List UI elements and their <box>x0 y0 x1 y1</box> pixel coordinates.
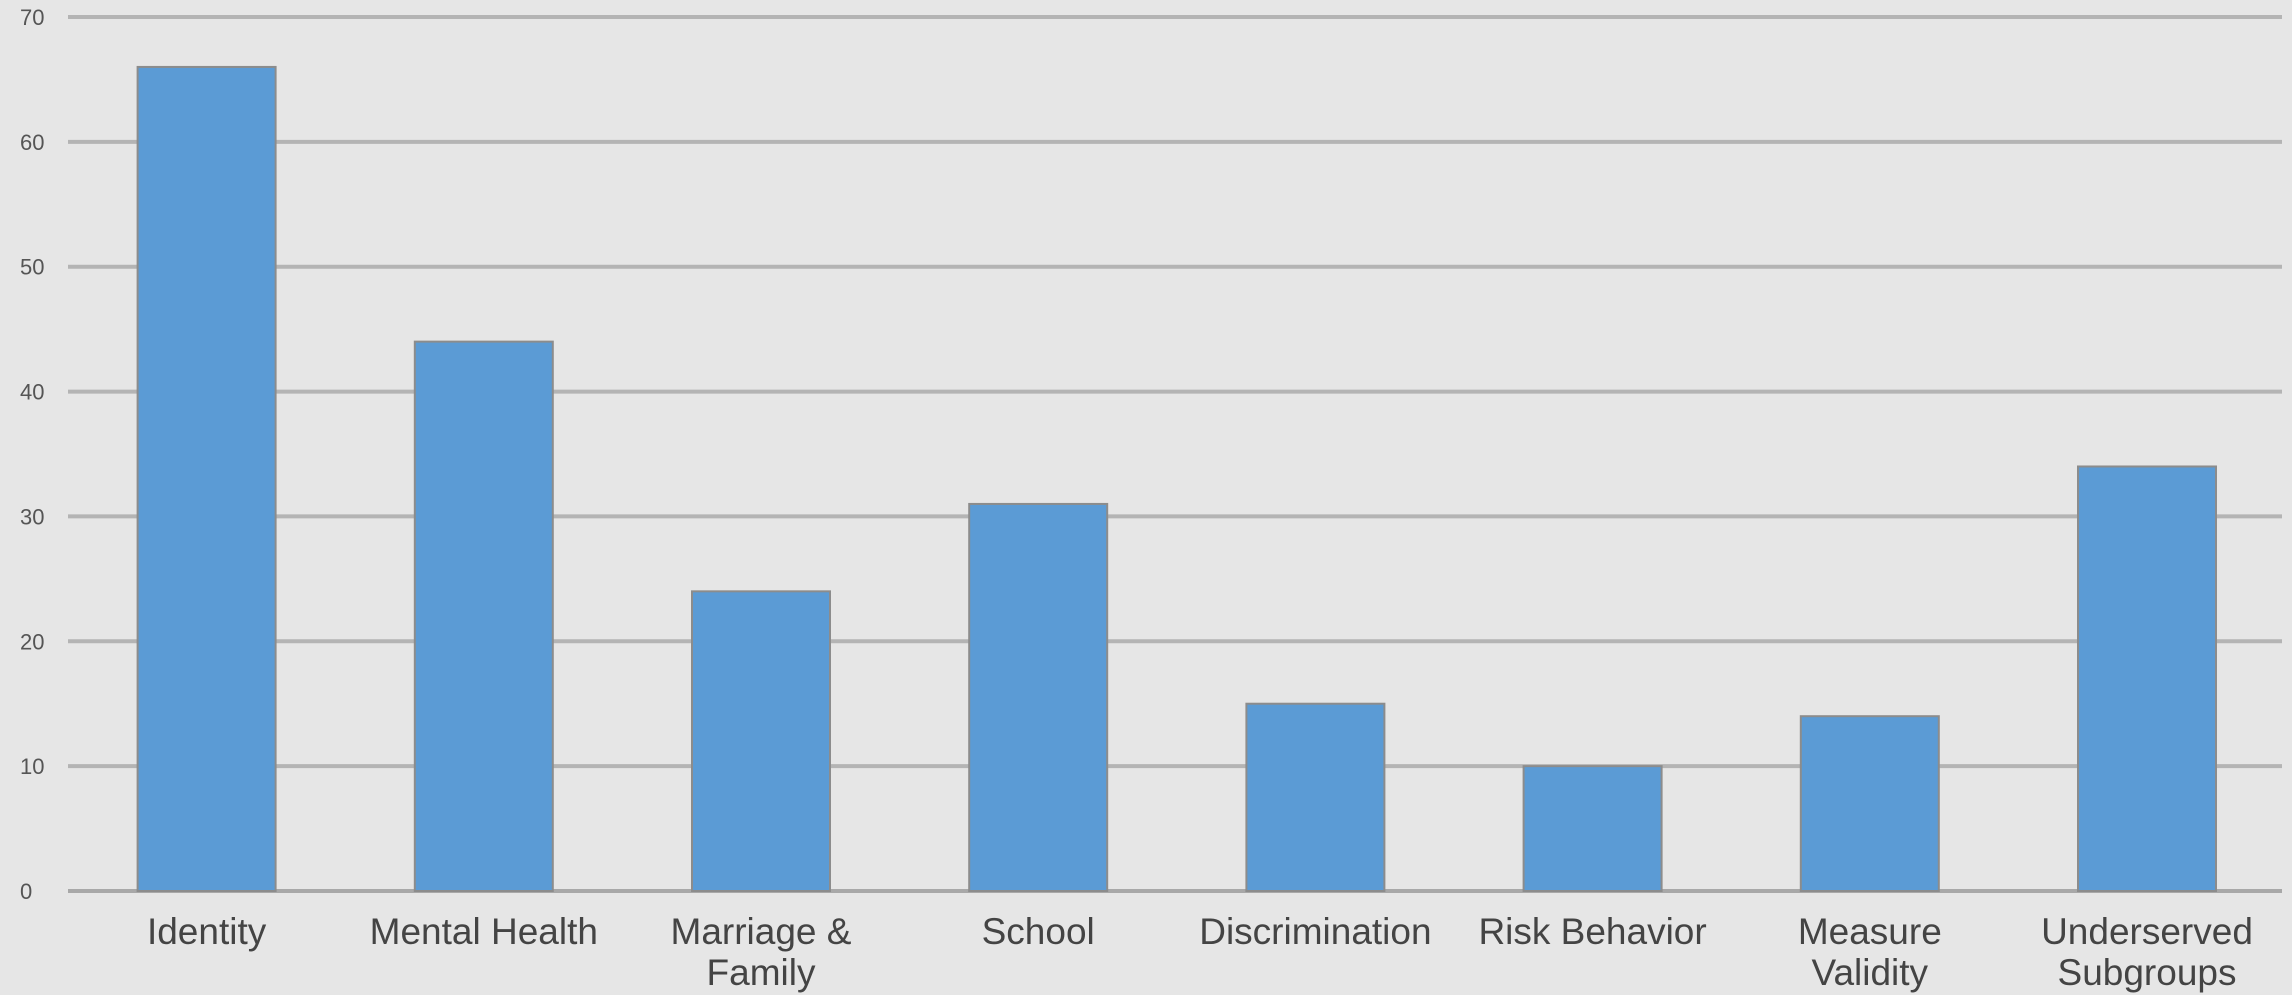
x-tick-label: Measure Validity <box>1798 911 1942 993</box>
bar-measure-validity <box>1799 715 1940 893</box>
bar-mental-health <box>413 340 554 892</box>
bar-risk-behavior <box>1522 765 1663 893</box>
x-tick-label: Discrimination <box>1199 911 1431 952</box>
y-tick-label: 10 <box>20 754 44 779</box>
bar-marriage-family <box>691 590 831 892</box>
y-tick-label: 50 <box>20 255 44 280</box>
x-tick-label: School <box>982 911 1095 952</box>
y-tick-label: 60 <box>20 130 44 155</box>
y-tick-label: 70 <box>20 5 44 30</box>
gridlines <box>68 15 2282 893</box>
x-tick-label: Risk Behavior <box>1478 911 1706 952</box>
bar-school <box>968 502 1109 892</box>
y-tick-label: 30 <box>20 504 44 529</box>
y-axis-tick-labels: 0 10 20 30 40 50 60 70 <box>20 5 44 904</box>
x-tick-label: Identity <box>147 911 267 952</box>
x-tick-label: Underserved Subgroups <box>2041 911 2253 993</box>
x-tick-label: Marriage & Family <box>671 911 852 993</box>
bars <box>136 65 2217 893</box>
y-tick-label: 20 <box>20 629 44 654</box>
bar-discrimination <box>1245 702 1386 893</box>
bar-underserved-subgroups <box>2077 465 2217 892</box>
x-axis-tick-labels: Identity Mental Health Marriage & Family Sch… <box>147 911 2253 993</box>
y-tick-label: 0 <box>20 879 32 904</box>
x-tick-label: Mental Health <box>370 911 598 952</box>
y-tick-label: 40 <box>20 380 44 405</box>
bar-identity <box>136 65 277 892</box>
